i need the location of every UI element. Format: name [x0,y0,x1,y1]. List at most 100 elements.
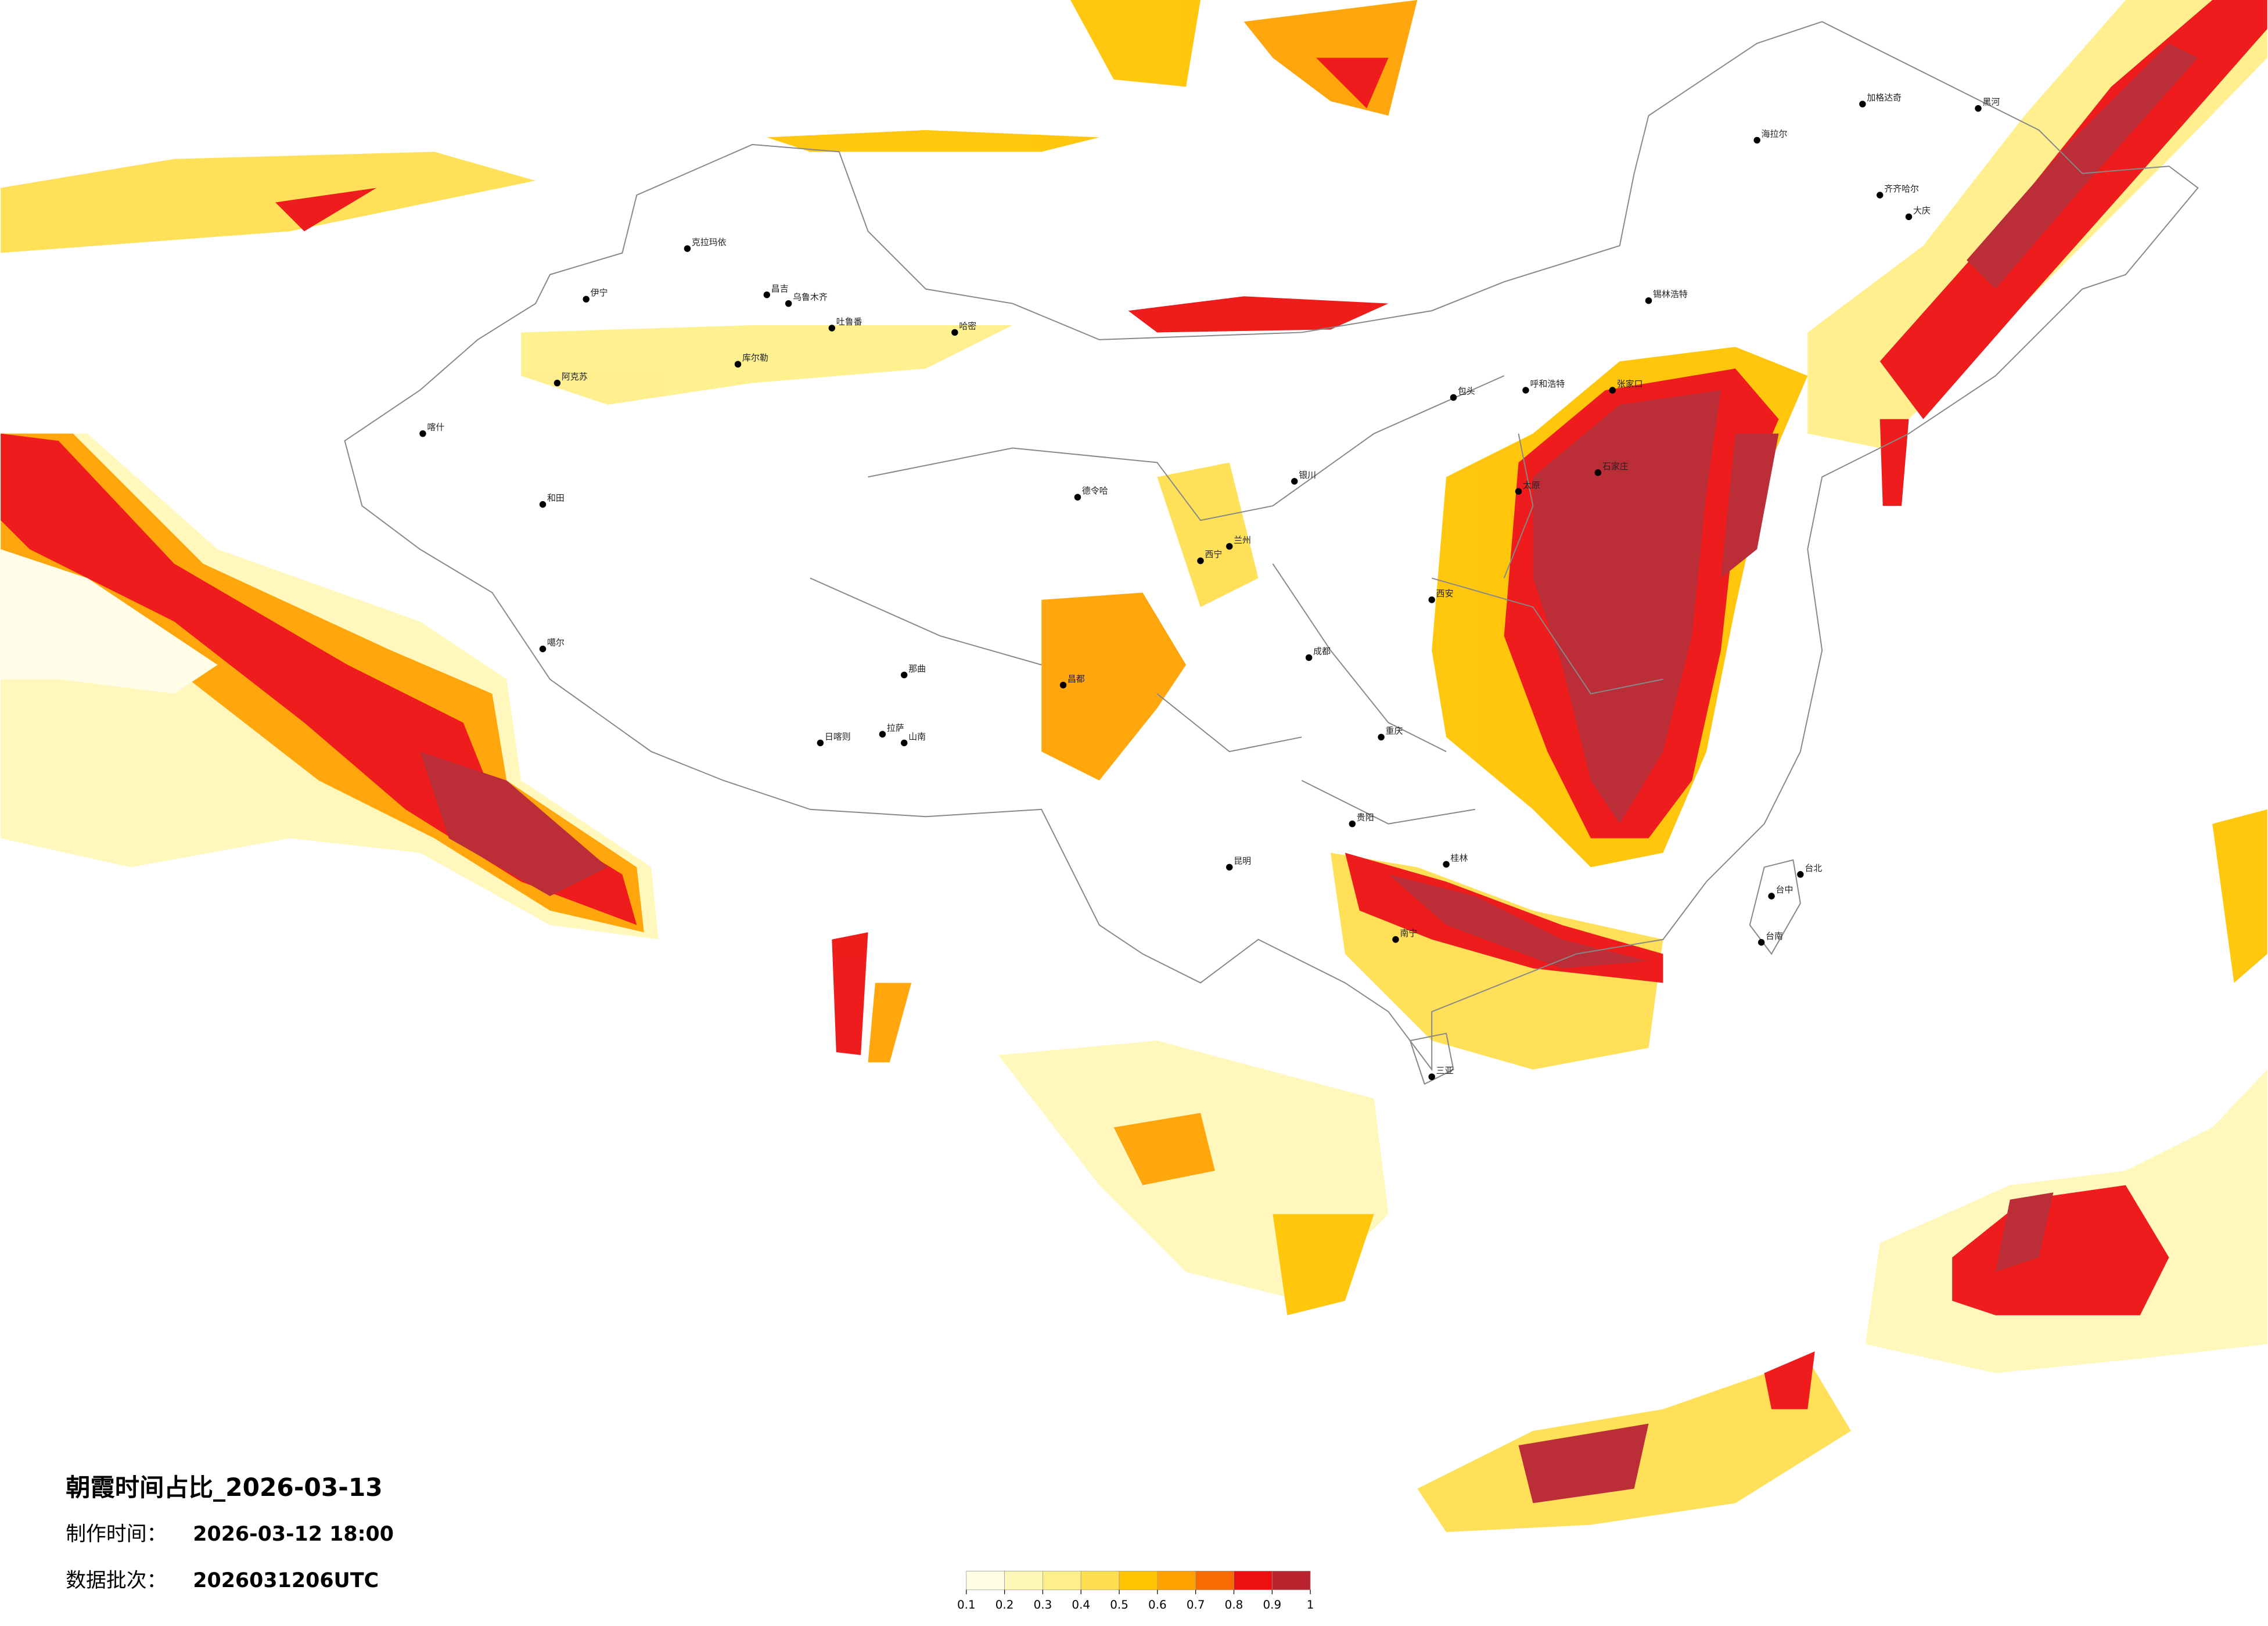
colorbar-swatch [966,1571,1005,1591]
city-dot [1753,136,1760,144]
city-dot [901,671,908,679]
city-label: 大庆 [1913,205,1931,215]
city-label: 兰州 [1234,535,1251,545]
city-label: 石家庄 [1602,461,1629,472]
city-dot [879,731,886,738]
city-dot [1392,936,1399,943]
city-dot [1074,494,1081,501]
colorbar: 0.1 0.2 0.3 0.4 0.5 0.6 0.7 0.8 0.9 1 [957,1571,1314,1611]
city-label: 太原 [1523,480,1540,490]
city-dot [539,501,547,508]
batch-value: 2026031206UTC [193,1569,379,1592]
city-label: 昌都 [1067,674,1085,684]
city-label: 台中 [1776,884,1793,895]
city-label: 噶尔 [547,638,565,648]
colorbar-tick-label: 0.7 [1187,1598,1205,1611]
city-label: 三亚 [1436,1065,1454,1075]
colorbar-swatch [1080,1571,1120,1591]
colorbar-tick-label: 0.9 [1263,1598,1281,1611]
city-dot [1768,893,1775,900]
city-dot [1443,861,1450,868]
colorbar-tick-label: 0.8 [1225,1598,1243,1611]
city-dot [785,300,792,307]
city-dot [539,645,547,653]
city-dot [1797,871,1804,878]
city-label: 包头 [1458,386,1475,396]
colorbar-tick-label: 0.3 [1034,1598,1052,1611]
city-label: 南宁 [1400,928,1417,938]
city-dot [419,430,426,437]
city-label: 台北 [1805,863,1822,873]
city-label: 张家口 [1617,379,1643,389]
colorbar-tick-label: 0.2 [995,1598,1014,1611]
colorbar-tick-label: 0.6 [1148,1598,1167,1611]
colorbar-tick-label: 0.5 [1110,1598,1128,1611]
city-dot [1378,733,1385,741]
city-label: 西宁 [1205,549,1222,560]
colorbar-swatch [1234,1571,1273,1591]
city-dot [1059,682,1067,689]
city-dot [1291,478,1298,485]
city-label: 和田 [547,493,565,503]
city-label: 西安 [1436,588,1454,599]
colorbar-swatch [1157,1571,1196,1591]
city-dot [817,739,824,747]
city-dot [734,361,742,368]
city-label: 阿克苏 [562,372,588,382]
city-dot [1609,387,1616,394]
city-dot [1757,939,1765,946]
city-dot [1594,469,1602,476]
city-dot [1428,596,1435,603]
city-dot [1877,192,1884,199]
city-dot [1349,820,1356,828]
city-label: 伊宁 [591,287,608,298]
city-label: 日喀则 [825,731,851,742]
colorbar-swatch [1004,1571,1043,1591]
city-dot [1197,557,1204,564]
city-label: 那曲 [908,663,926,674]
city-label: 拉萨 [887,722,904,733]
city-dot [1226,543,1233,550]
city-dot [1905,213,1913,221]
city-dot [1975,105,1982,112]
city-label: 喀什 [427,422,444,433]
city-label: 锡林浩特 [1653,289,1688,300]
colorbar-tick-label: 0.4 [1072,1598,1090,1611]
city-label: 贵阳 [1357,812,1374,823]
city-label: 乌鲁木齐 [793,292,828,303]
city-dot [1522,387,1529,394]
city-label: 昆明 [1234,855,1251,866]
colorbar-swatch [1195,1571,1234,1591]
city-label: 呼和浩特 [1530,379,1565,389]
city-label: 海拉尔 [1762,128,1788,139]
city-dot [1428,1073,1435,1080]
city-dot [828,325,836,332]
city-dot [1226,864,1233,871]
colorbar-swatch [1271,1571,1311,1591]
city-dot [901,739,908,747]
city-label: 克拉玛依 [692,237,727,247]
heat-layer [1,0,2267,1533]
city-dot [1645,297,1652,304]
city-label: 重庆 [1386,725,1403,736]
city-dot [1450,394,1457,401]
city-label: 山南 [908,731,926,742]
city-label: 桂林 [1451,852,1468,863]
city-label: 成都 [1313,646,1331,656]
city-label: 加格达奇 [1867,92,1902,103]
boundary [344,21,2199,1085]
colorbar-swatch [1119,1571,1158,1591]
city-label: 台南 [1766,931,1783,941]
city-dot [1305,654,1313,661]
title: 朝霞时间占比_2026-03-13 [66,1473,382,1502]
city-dot [684,245,691,252]
made-time-label: 制作时间： [66,1523,167,1546]
city-label: 哈密 [959,321,976,331]
city-dot [951,329,958,336]
colorbar-tick-label: 0.1 [957,1598,976,1611]
city-dot [763,292,771,298]
city-label: 黑河 [1982,97,2000,107]
batch-label: 数据批次： [66,1569,167,1592]
